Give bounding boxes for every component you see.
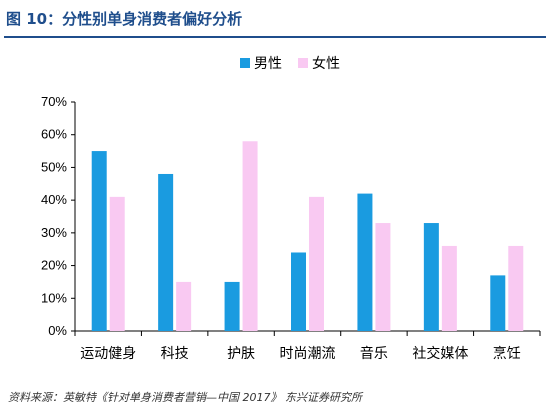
legend-swatch: [298, 58, 308, 68]
figure-title: 图 10：分性别单身消费者偏好分析: [6, 10, 243, 28]
chart-bars: [91, 141, 524, 331]
y-tick-label: 60%: [41, 127, 67, 142]
y-tick-label: 70%: [41, 94, 67, 109]
bar-male: [224, 281, 240, 331]
legend-label: 男性: [254, 56, 282, 72]
bar-male: [357, 193, 373, 331]
x-category-label: 科技: [161, 346, 189, 362]
bar-female: [375, 223, 391, 331]
bar-male: [91, 151, 107, 331]
x-category-label: 音乐: [360, 345, 388, 362]
x-category-label: 烹饪: [493, 345, 521, 362]
y-tick-label: 40%: [41, 192, 67, 207]
bar-male: [423, 223, 439, 331]
bar-male: [291, 252, 306, 331]
y-tick-label: 30%: [41, 225, 67, 240]
bar-female: [508, 245, 524, 331]
bar-female: [109, 196, 125, 331]
legend-swatch: [240, 58, 250, 68]
bar-male: [490, 275, 506, 331]
bar-male: [158, 173, 174, 331]
chart-labels: 0% 10% 20% 30% 40% 50% 60% 70% 运动健身 科技 护肤 时尚潮流 音乐 社交媒…: [41, 94, 521, 362]
bar-female: [176, 281, 192, 331]
figure-source: 资料来源：英敏特《针对单身消费者营销—中国 2017》 东兴证券研究所: [8, 391, 362, 404]
x-category-label: 护肤: [227, 346, 255, 362]
x-category-label: 社交媒体: [412, 345, 468, 362]
bar-female: [242, 141, 258, 331]
x-category-label: 时尚潮流: [280, 346, 336, 362]
bar-chart: 男性 女性 0% 10% 20% 30% 40% 50% 60% 70% 运动健身 科技 护肤 时尚潮流…: [41, 55, 541, 362]
y-tick-label: 10%: [41, 290, 67, 305]
bar-female: [309, 196, 324, 331]
title-rule: [4, 36, 546, 38]
legend-label: 女性: [312, 55, 340, 72]
chart-legend: 男性 女性: [240, 55, 340, 72]
y-tick-label: 50%: [41, 159, 67, 174]
y-tick-label: 0%: [48, 323, 67, 338]
bar-female: [441, 245, 457, 331]
y-tick-label: 20%: [41, 258, 67, 273]
x-category-label: 运动健身: [80, 346, 136, 362]
chart-axes: [71, 101, 541, 336]
